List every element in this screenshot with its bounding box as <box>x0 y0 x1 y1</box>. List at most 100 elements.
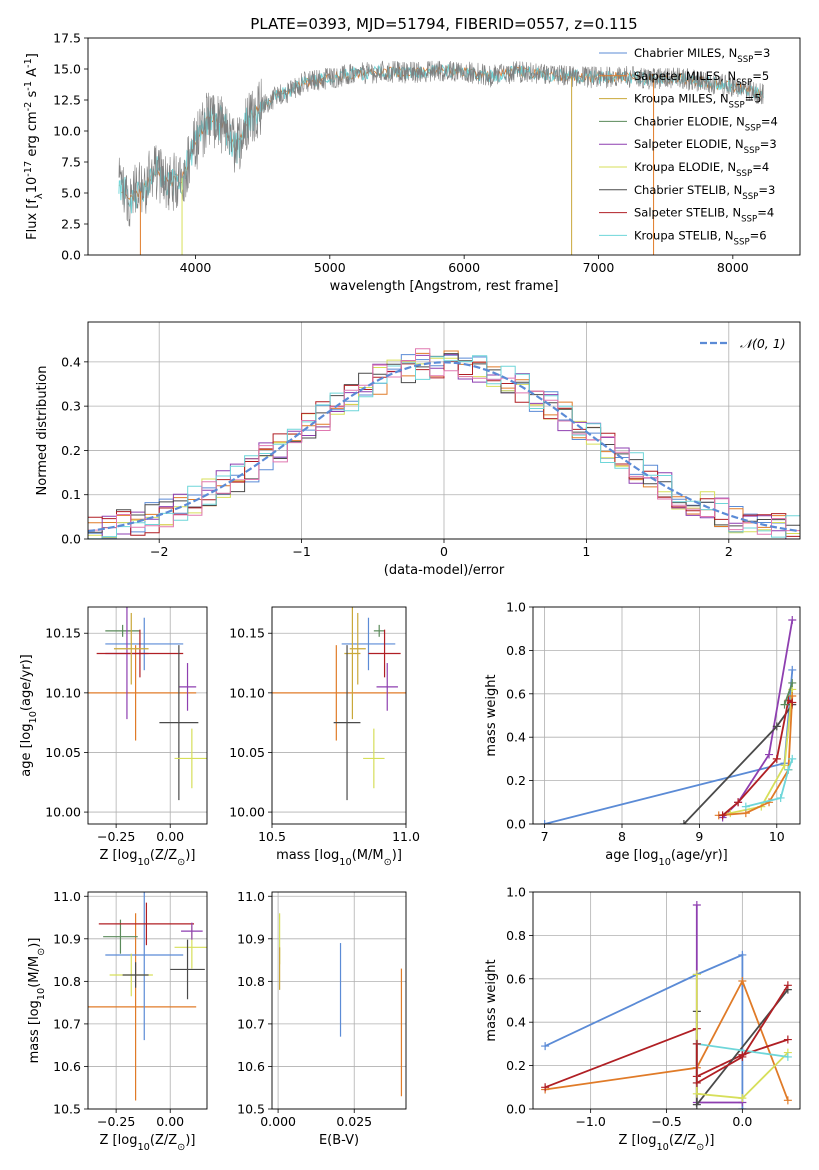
data-point-marker <box>780 700 789 709</box>
x-tick-label: 0.000 <box>260 1114 296 1129</box>
legend-label: Chabrier STELIB, NSSP=3 <box>634 183 775 202</box>
y-tick-label: 1.0 <box>506 885 526 900</box>
mass_vs_Z-plot-area <box>88 892 207 1101</box>
axes-frame <box>271 891 407 1110</box>
y-tick-label: 10.9 <box>53 931 81 946</box>
data-point-marker <box>718 811 727 820</box>
mass-weight-line <box>544 953 744 1109</box>
data-point-marker <box>783 1052 792 1061</box>
x-tick-label: 0.0 <box>732 1114 752 1129</box>
data-point-marker <box>788 678 797 687</box>
residual-histogram <box>88 360 800 537</box>
data-point-marker <box>741 802 750 811</box>
x-axis-label: age [log10(age/yr)] <box>605 848 728 868</box>
y-tick-label: 1.0 <box>506 600 526 615</box>
y-tick-label: 10.8 <box>53 974 81 989</box>
y-axis-label: age [log10(age/yr)] <box>19 654 39 777</box>
data-point-marker <box>783 1096 792 1105</box>
data-point-marker <box>692 1100 701 1109</box>
legend-label: Salpeter MILES, NSSP=5 <box>634 69 769 88</box>
y-tick-label: 10.00 <box>45 805 81 820</box>
y-axis-label: Flux [fλ10-17 erg cm-2 s-1 A-1] <box>23 53 45 240</box>
x-tick-label: −0.25 <box>97 1114 135 1129</box>
x-tick-label: 7000 <box>583 260 615 275</box>
x-axis-label: E(B-V) <box>319 1133 359 1148</box>
data-point-marker <box>738 976 747 985</box>
x-axis-label: Z [log10(Z/Z⊙)] <box>619 1133 715 1153</box>
data-point-marker <box>765 750 774 759</box>
legend-label: Kroupa STELIB, NSSP=6 <box>634 228 767 247</box>
age_vs_Z-axes: −0.25 0.00 10.00 10.05 10.10 10.15 Z [log10(Z/… <box>19 606 208 868</box>
y-tick-label: 12.5 <box>53 93 81 108</box>
x-tick-label: −1.0 <box>575 1114 605 1129</box>
x-axis-label: wavelength [Angstrom, rest frame] <box>330 279 559 294</box>
spectrum-plot-area <box>118 60 764 255</box>
y-tick-label: 15.0 <box>53 62 81 77</box>
mass-weight-line <box>745 758 794 808</box>
x-tick-label: 0.00 <box>156 829 184 844</box>
y-tick-label: 0.2 <box>506 1058 526 1073</box>
y-tick-label: 17.5 <box>53 31 81 46</box>
data-point-marker <box>783 981 792 990</box>
data-point-marker <box>541 1042 550 1051</box>
data-point-marker <box>692 1078 701 1087</box>
data-point-marker <box>726 809 735 818</box>
y-tick-label: 0.6 <box>506 686 526 701</box>
x-tick-label: −0.25 <box>97 829 135 844</box>
x-tick-label: −0.5 <box>651 1114 681 1129</box>
y-tick-label: 0.4 <box>506 730 526 745</box>
legend-label: Kroupa ELODIE, NSSP=4 <box>634 160 769 179</box>
data-point-marker <box>772 754 781 763</box>
data-point-marker <box>788 698 797 707</box>
weight_vs_Z-axes: −1.0 −0.5 0.0 0.0 0.2 0.4 0.6 0.8 1.0 Z [log10(Z/… <box>484 885 801 1153</box>
y-tick-label: 10.9 <box>237 931 265 946</box>
data-point-marker <box>788 665 797 674</box>
legend-label: Chabrier ELODIE, NSSP=4 <box>634 114 778 133</box>
y-tick-label: 0.8 <box>506 643 526 658</box>
weight_vs_Z-plot-area <box>541 901 792 1109</box>
y-tick-label: 10.6 <box>237 1059 265 1074</box>
x-tick-label: 0 <box>440 544 448 559</box>
data-point-marker <box>541 1083 550 1092</box>
residual-histogram <box>88 355 800 539</box>
y-tick-label: 0.2 <box>506 773 526 788</box>
spectrum-legend: Chabrier MILES, NSSP=3 Salpeter MILES, NS… <box>599 46 778 247</box>
data-point-marker <box>734 798 743 807</box>
mass-weight-line <box>730 689 794 814</box>
y-tick-label: 5.0 <box>61 186 81 201</box>
y-tick-label: 0.8 <box>506 928 526 943</box>
x-axis-label: Z [log10(Z/Z⊙)] <box>100 848 196 868</box>
data-point-marker <box>540 820 549 824</box>
x-tick-label: 0.025 <box>336 1114 372 1129</box>
y-tick-label: 10.0 <box>53 124 81 139</box>
y-tick-label: 0.1 <box>61 487 81 502</box>
y-tick-label: 0.6 <box>506 971 526 986</box>
axes-frame <box>87 37 801 256</box>
y-tick-label: 10.00 <box>229 805 265 820</box>
y-tick-label: 0.2 <box>61 443 81 458</box>
data-point-marker <box>738 1052 747 1061</box>
x-tick-label: 1 <box>582 544 590 559</box>
mass-weight-line <box>544 669 794 824</box>
normal-distribution-curve <box>88 361 800 533</box>
x-tick-label: 2 <box>725 544 733 559</box>
observed-spectrum-line <box>118 60 764 227</box>
y-tick-label: 10.05 <box>229 745 265 760</box>
y-tick-label: 10.15 <box>229 626 265 641</box>
y-tick-label: 10.05 <box>45 745 81 760</box>
y-tick-label: 10.7 <box>237 1016 265 1031</box>
weight_vs_age-axes: 7 8 9 10 0.0 0.2 0.4 0.6 0.8 1.0 age [log10(age/yr… <box>484 600 801 868</box>
weight_vs_age-plot-area <box>540 616 797 824</box>
y-tick-label: 10.10 <box>229 685 265 700</box>
axes-frame <box>271 606 407 825</box>
data-point-marker <box>679 820 688 824</box>
age_vs_mass-axes: 10.5 11.0 10.00 10.05 10.10 10.15 mass [log10(… <box>229 606 420 868</box>
y-tick-label: 10.10 <box>45 685 81 700</box>
data-point-marker <box>692 970 701 979</box>
y-tick-label: 0.0 <box>61 248 81 263</box>
mass_vs_ebv-axes: 0.000 0.025 10.5 10.6 10.7 10.8 10.9 11.0 E(B-V) <box>237 889 407 1148</box>
legend-label: Salpeter ELODIE, NSSP=3 <box>634 137 777 156</box>
y-tick-label: 7.5 <box>61 155 81 170</box>
data-point-marker <box>776 793 785 802</box>
